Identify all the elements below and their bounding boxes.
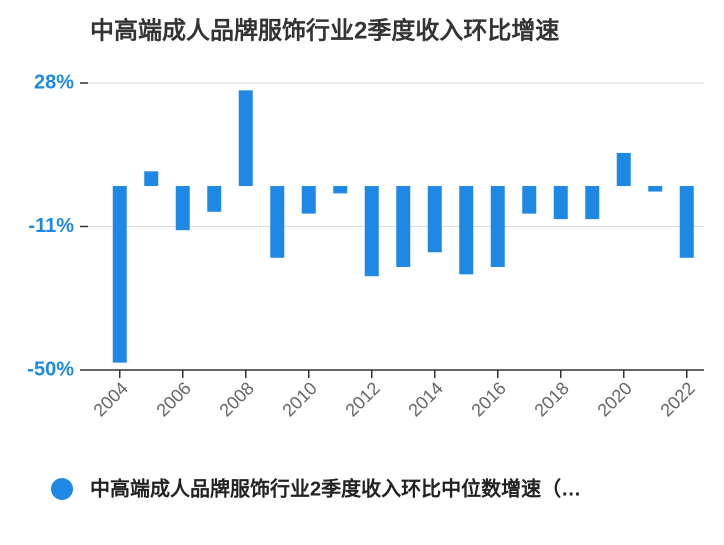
- bar: [396, 186, 411, 267]
- bar: [144, 171, 159, 187]
- y-tick-label: -50%: [27, 358, 74, 380]
- bar: [459, 186, 474, 275]
- bar: [238, 90, 253, 187]
- chart-title: 中高端成人品牌服饰行业2季度收入环比增速: [90, 16, 559, 44]
- legend-marker: [51, 478, 73, 500]
- y-tick-label: -11%: [28, 215, 74, 237]
- x-tick-label: 2006: [152, 378, 194, 420]
- x-tick-label: 2010: [278, 378, 320, 420]
- bar: [270, 186, 285, 258]
- x-tick-label: 2004: [89, 378, 131, 420]
- bar: [616, 152, 631, 187]
- bar: [679, 186, 694, 258]
- bar: [364, 186, 379, 277]
- x-tick-label: 2020: [593, 378, 635, 420]
- x-tick-label: 2016: [467, 378, 509, 420]
- y-tick-label: 28%: [34, 71, 74, 93]
- legend: 中高端成人品牌服饰行业2季度收入环比中位数增速（…: [51, 476, 581, 500]
- bar: [175, 186, 190, 231]
- bar: [585, 186, 600, 220]
- x-tick-label: 2018: [530, 378, 572, 420]
- bar: [427, 186, 442, 253]
- bar: [522, 186, 537, 214]
- bar: [333, 186, 348, 194]
- bar: [301, 186, 316, 214]
- bar: [648, 186, 663, 192]
- x-tick-label: 2022: [656, 378, 698, 420]
- bar: [112, 186, 127, 363]
- legend-label: 中高端成人品牌服饰行业2季度收入环比中位数增速（…: [90, 476, 581, 500]
- x-tick-label: 2014: [404, 378, 446, 420]
- x-tick-label: 2008: [215, 378, 257, 420]
- bar: [553, 186, 568, 220]
- bar: [207, 186, 222, 212]
- bar: [490, 186, 505, 267]
- x-tick-label: 2012: [341, 378, 383, 420]
